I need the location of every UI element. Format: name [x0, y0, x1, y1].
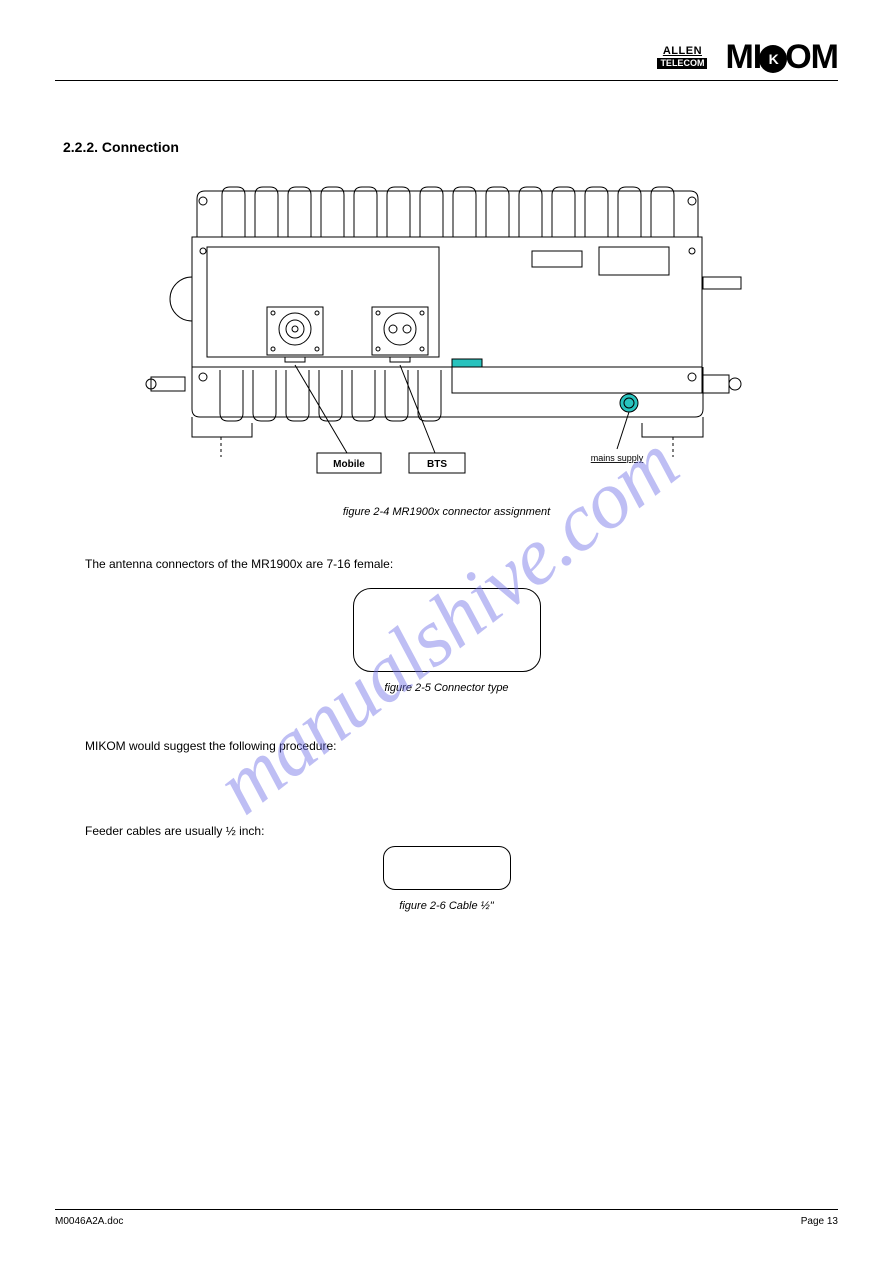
telecom-text: TELECOM [657, 58, 707, 69]
mobile-label: Mobile [333, 459, 365, 470]
figure-2-4-caption: figure 2-4 MR1900x connector assignment [55, 506, 838, 518]
footer-page-number: Page 13 [801, 1216, 838, 1227]
cable-line-1: MIKOM would suggest the following proced… [85, 738, 838, 755]
mikom-post: OM [785, 40, 838, 74]
mikom-bullet-icon: K [759, 45, 787, 73]
page-header: ALLEN TELECOM MI K OM [55, 40, 838, 81]
cable-line-2: Feeder cables are usually ½ inch: [85, 823, 838, 840]
cable-paragraph: MIKOM would suggest the following proced… [85, 738, 838, 840]
mikom-pre: MI [725, 40, 761, 74]
figure-2-6-caption: figure 2-6 Cable ½" [55, 900, 838, 912]
figure-2-5-caption: figure 2-5 Connector type [55, 682, 838, 694]
section-heading: 2.2.2. Connection [63, 139, 838, 155]
allen-text: ALLEN [663, 46, 702, 57]
page-footer: M0046A2A.doc Page 13 [55, 1209, 838, 1227]
mains-label: mains supply [590, 453, 643, 463]
bts-connector-icon [372, 307, 428, 362]
connector-type-box [353, 588, 541, 672]
figure-connector-assignment: Mobile BTS mains supply figure 2-4 MR190… [55, 177, 838, 518]
antenna-connector-text: The antenna connectors of the MR1900x ar… [85, 556, 838, 572]
device-diagram-svg: Mobile BTS mains supply [137, 177, 757, 487]
footer-filename: M0046A2A.doc [55, 1216, 123, 1227]
mobile-connector-icon [267, 307, 323, 362]
allen-telecom-logo: ALLEN TELECOM [657, 46, 707, 69]
cable-box [383, 846, 511, 890]
mikom-logo: MI K OM [725, 40, 838, 74]
bts-label: BTS [427, 459, 447, 470]
